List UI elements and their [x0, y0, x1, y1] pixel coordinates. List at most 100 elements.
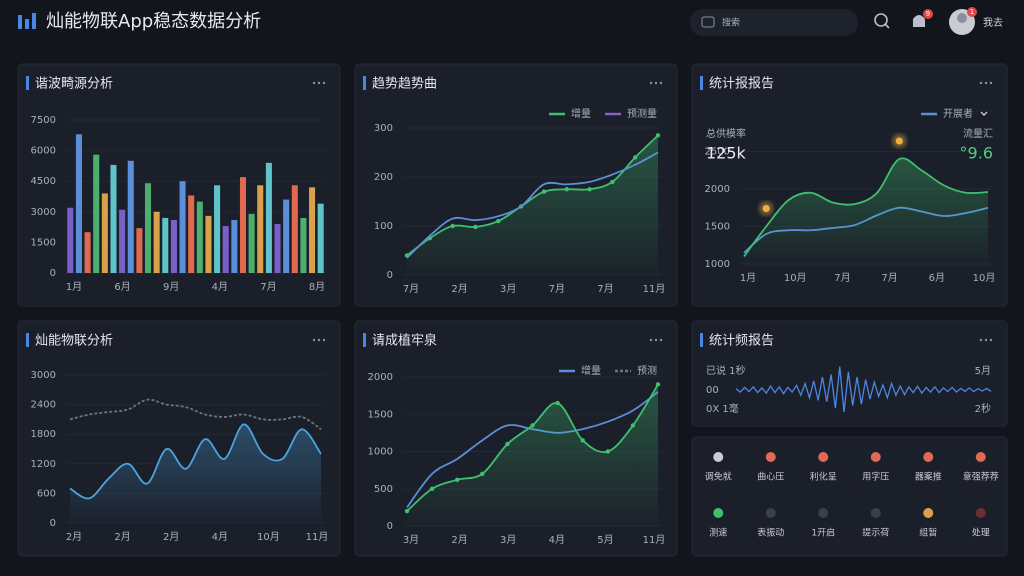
status-label: 用字压	[862, 471, 889, 483]
search-button[interactable]	[874, 13, 888, 27]
highlight	[762, 205, 770, 212]
wave-label: 00	[706, 385, 719, 396]
panel	[691, 63, 1008, 307]
point	[404, 508, 410, 514]
status-label: 组暂	[919, 527, 937, 539]
legend-label: 预测量	[627, 107, 657, 120]
bar	[309, 187, 316, 273]
x-tick-label: 1月	[740, 272, 756, 284]
point	[632, 155, 638, 160]
point	[630, 423, 636, 428]
x-tick-label: 2月	[114, 531, 130, 543]
more-button	[322, 338, 326, 342]
header: 灿能物联App稳态数据分析 搜索 9 1 我去	[18, 7, 1003, 36]
point	[564, 187, 569, 192]
panel-title: 统计报报告	[709, 77, 774, 92]
point	[655, 133, 661, 138]
point	[450, 223, 455, 229]
bar	[257, 185, 264, 273]
status-label: 1开启	[811, 527, 835, 539]
x-tick-label: 7月	[597, 283, 613, 295]
waveform	[735, 366, 992, 413]
status-dot[interactable]	[975, 452, 986, 462]
status-dot[interactable]	[923, 452, 934, 462]
x-tick-label: 11月	[306, 531, 329, 543]
bar	[231, 219, 238, 273]
x-tick-label: 4月	[212, 281, 228, 293]
point	[473, 224, 478, 230]
bar	[153, 211, 160, 273]
status-label: 调免就	[705, 471, 732, 483]
x-tick-label: 3月	[500, 283, 516, 295]
status-dot[interactable]	[818, 508, 829, 518]
panel-title: 统计频报告	[709, 334, 774, 349]
area-fill	[407, 135, 658, 275]
more-button	[984, 81, 988, 85]
bar	[196, 201, 203, 273]
x-tick-label: 3月	[403, 534, 419, 546]
y-tick-label: 1500	[705, 222, 730, 233]
more-button	[659, 338, 663, 342]
point	[480, 471, 485, 477]
bar	[205, 215, 212, 273]
point	[610, 179, 615, 185]
bell-badge	[923, 9, 933, 19]
status-dot[interactable]	[765, 508, 776, 518]
y-tick-label: 0	[50, 518, 56, 529]
point	[496, 218, 501, 224]
more-button	[989, 81, 993, 85]
status-dot[interactable]	[923, 508, 934, 518]
logo	[18, 15, 22, 29]
x-tick-label: 6月	[114, 281, 130, 293]
title-marker	[363, 333, 366, 347]
x-tick-label: 7月	[549, 283, 565, 295]
more-button	[312, 81, 316, 85]
status-label: 表振动	[757, 527, 784, 539]
bar	[265, 162, 272, 273]
bell-icon[interactable]	[913, 15, 925, 27]
status-dot[interactable]	[870, 508, 881, 518]
y-tick-label: 2400	[31, 400, 56, 411]
more-button	[989, 338, 993, 342]
search-box[interactable]	[690, 9, 858, 36]
user-badge	[967, 7, 977, 17]
status-dot[interactable]	[713, 508, 724, 518]
y-tick-label: 4500	[31, 176, 56, 187]
y-tick-label: 300	[374, 123, 393, 134]
status-dot[interactable]	[713, 452, 724, 462]
status-label: 曲心压	[757, 472, 784, 483]
status-dot[interactable]	[765, 452, 776, 462]
x-tick-label: 2月	[451, 283, 467, 295]
x-tick-label: 10月	[973, 272, 996, 284]
status-dot[interactable]	[818, 452, 829, 462]
y-tick-label: 100	[374, 221, 393, 232]
status-dot[interactable]	[975, 508, 986, 518]
more-button	[979, 338, 983, 342]
status-dot[interactable]	[870, 452, 881, 462]
bar	[67, 207, 74, 273]
bar	[119, 209, 126, 273]
bar	[222, 226, 229, 273]
title-marker	[700, 333, 703, 347]
panel-title: 请成植牢泉	[372, 333, 437, 349]
wave-label: 已说 1秒	[706, 364, 746, 377]
bar	[239, 177, 247, 273]
wave-label: 0X 1毫	[706, 402, 739, 415]
user-name[interactable]: 我去	[983, 17, 1003, 29]
y-tick-label: 1200	[31, 459, 56, 470]
more-button	[979, 81, 983, 85]
bar	[136, 228, 143, 273]
bar	[162, 217, 169, 273]
status-label: 利化呈	[810, 471, 837, 483]
y-tick-label: 1000	[705, 259, 730, 270]
bar	[101, 193, 108, 273]
point	[655, 382, 661, 387]
y-tick-label: 3000	[31, 370, 56, 381]
bar	[127, 160, 134, 273]
x-tick-label: 2月	[66, 531, 82, 543]
point	[587, 187, 592, 192]
user-badge-text: 1	[970, 8, 974, 16]
panel-title: 趋势趋势曲	[372, 76, 437, 92]
x-tick-label: 7月	[834, 272, 850, 284]
legend-label: 增量	[581, 364, 601, 377]
